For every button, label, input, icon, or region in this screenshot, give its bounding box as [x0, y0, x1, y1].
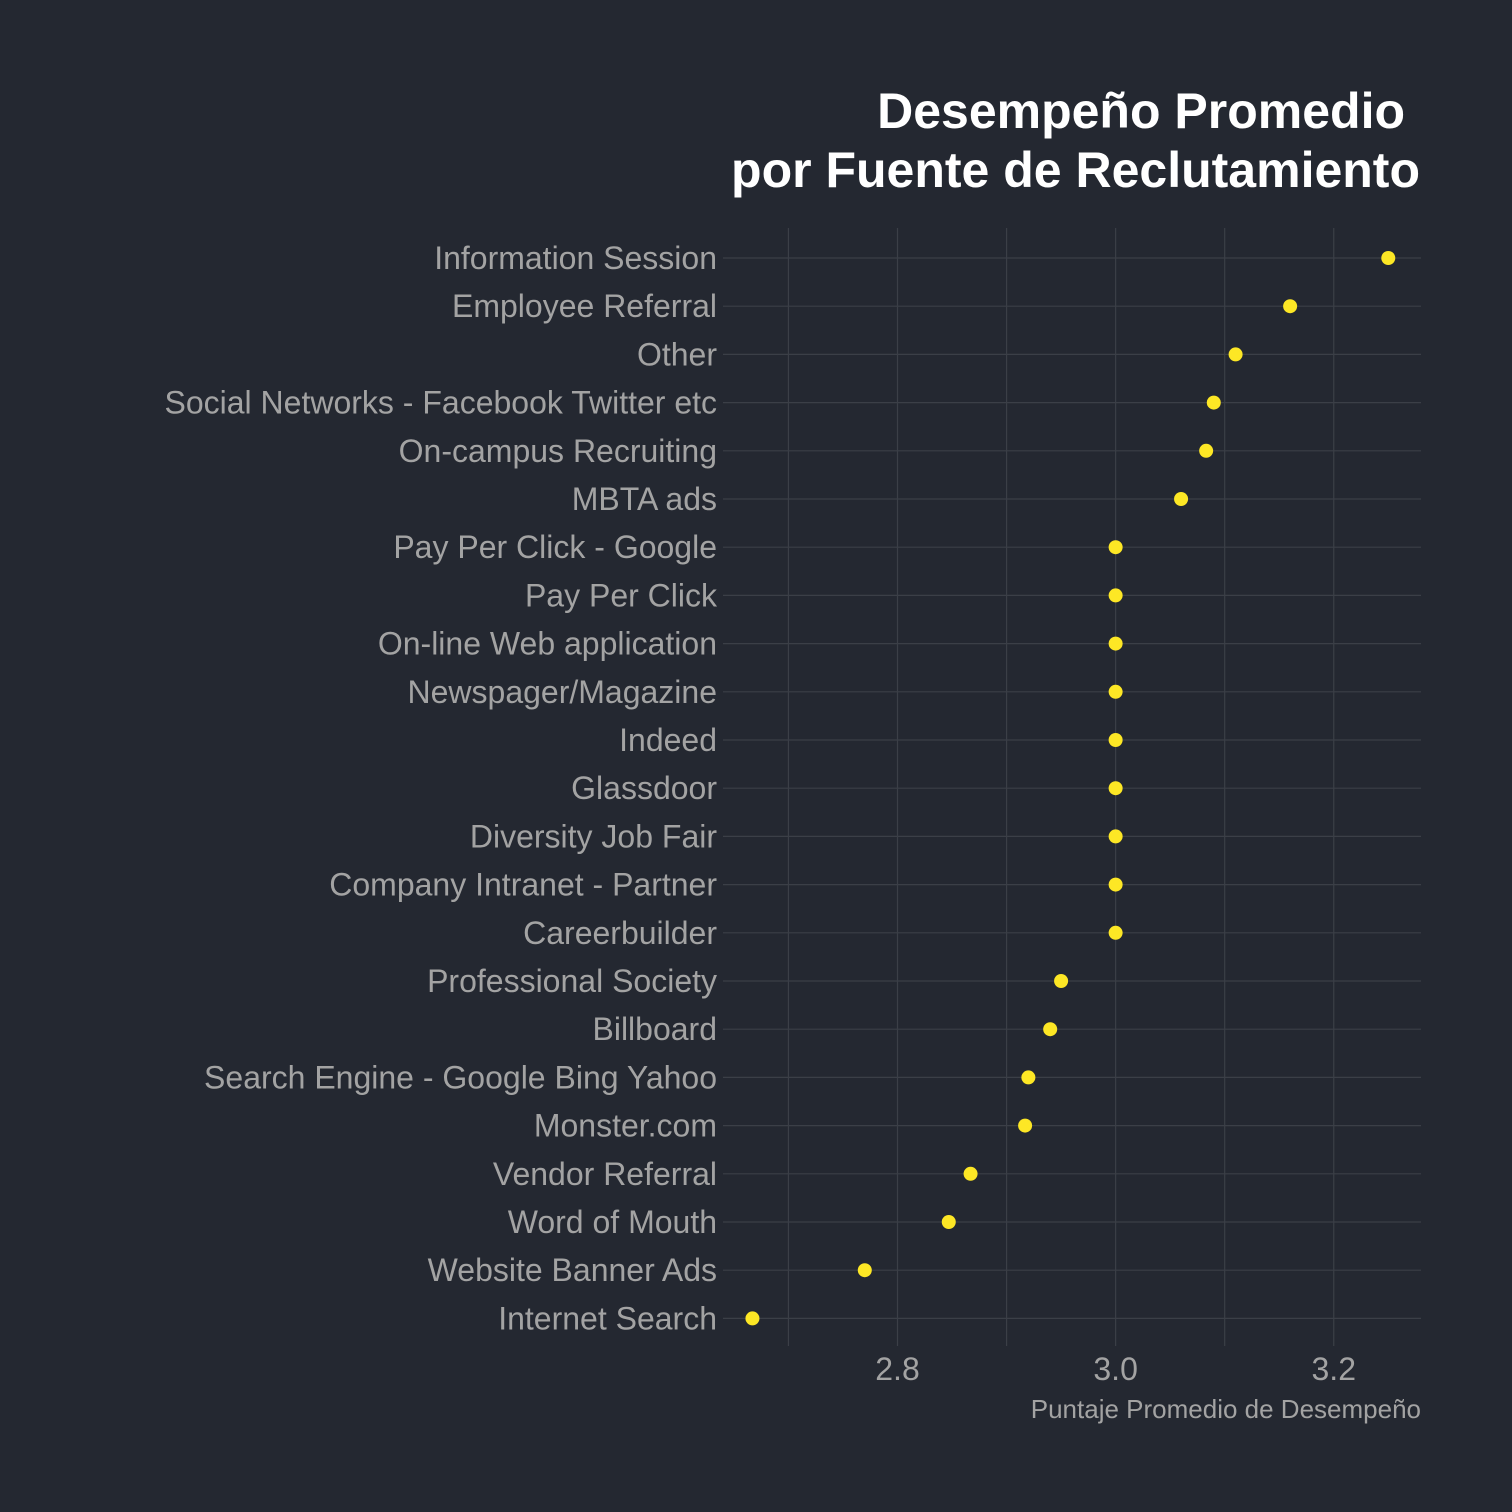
category-label-other: Other [637, 336, 717, 372]
category-label-internet-search: Internet Search [498, 1300, 717, 1336]
data-point-word-of-mouth [941, 1215, 956, 1229]
category-label-social-networks-facebook-twitter-etc: Social Networks - Facebook Twitter etc [165, 385, 718, 421]
category-label-on-line-web-application: On-line Web application [378, 626, 717, 662]
data-point-vendor-referral [963, 1166, 978, 1181]
category-label-indeed: Indeed [619, 722, 717, 758]
data-point-professional-society [1054, 974, 1069, 988]
data-point-pay-per-click-google [1108, 540, 1123, 555]
chart-title-line-1: Desempeño Promedio [877, 83, 1405, 139]
data-point-indeed [1108, 733, 1123, 747]
data-point-monster-com [1018, 1118, 1033, 1133]
category-label-website-banner-ads: Website Banner Ads [428, 1252, 717, 1288]
x-axis-title: Puntaje Promedio de Desempeño [1031, 1394, 1421, 1424]
data-point-glassdoor [1108, 781, 1123, 796]
category-label-word-of-mouth: Word of Mouth [508, 1204, 717, 1240]
chart-title-line-2: por Fuente de Reclutamiento [731, 142, 1420, 198]
category-label-glassdoor: Glassdoor [571, 770, 717, 806]
data-point-search-engine-google-bing-yahoo [1021, 1070, 1036, 1085]
x-tick-label: 2.8 [875, 1351, 919, 1387]
data-point-internet-search [745, 1311, 760, 1326]
data-point-pay-per-click [1108, 588, 1123, 603]
data-point-website-banner-ads [857, 1263, 872, 1278]
data-point-other [1228, 347, 1243, 362]
category-label-company-intranet-partner: Company Intranet - Partner [329, 867, 717, 903]
category-label-careerbuilder: Careerbuilder [523, 915, 717, 951]
x-axis-tick-labels: 2.8 3.0 3.2 [875, 1351, 1356, 1387]
category-label-search-engine-google-bing-yahoo: Search Engine - Google Bing Yahoo [204, 1059, 717, 1095]
data-point-employee-referral [1283, 299, 1298, 314]
horizontal-gridlines [723, 257, 1421, 1320]
x-tick-label: 3.2 [1312, 1351, 1356, 1387]
category-label-employee-referral: Employee Referral [452, 288, 717, 324]
data-point-diversity-job-fair [1108, 829, 1123, 844]
category-label-newspager-magazine: Newspager/Magazine [408, 674, 718, 710]
x-tick-label: 3.0 [1093, 1351, 1137, 1387]
data-points [745, 251, 1396, 1326]
data-point-mbta-ads [1174, 492, 1189, 506]
category-label-mbta-ads: MBTA ads [572, 481, 717, 517]
category-label-information-session: Information Session [434, 240, 717, 276]
data-point-careerbuilder [1108, 925, 1123, 940]
category-label-pay-per-click-google: Pay Per Click - Google [393, 529, 717, 565]
category-label-on-campus-recruiting: On-campus Recruiting [399, 433, 717, 469]
category-label-vendor-referral: Vendor Referral [493, 1156, 717, 1192]
category-label-diversity-job-fair: Diversity Job Fair [470, 818, 718, 854]
data-point-billboard [1043, 1022, 1058, 1037]
category-label-pay-per-click: Pay Per Click [525, 577, 718, 613]
data-point-social-networks-facebook-twitter-etc [1206, 395, 1221, 410]
data-point-on-campus-recruiting [1199, 443, 1214, 458]
category-label-billboard: Billboard [592, 1011, 717, 1047]
data-point-newspager-magazine [1108, 684, 1123, 699]
category-axis-labels: Information Session Employee Referral Othe… [165, 240, 719, 1336]
data-point-information-session [1381, 251, 1396, 265]
data-point-on-line-web-application [1108, 636, 1123, 651]
data-point-company-intranet-partner [1108, 877, 1123, 892]
category-label-professional-society: Professional Society [427, 963, 717, 999]
category-label-monster-com: Monster.com [534, 1108, 717, 1144]
